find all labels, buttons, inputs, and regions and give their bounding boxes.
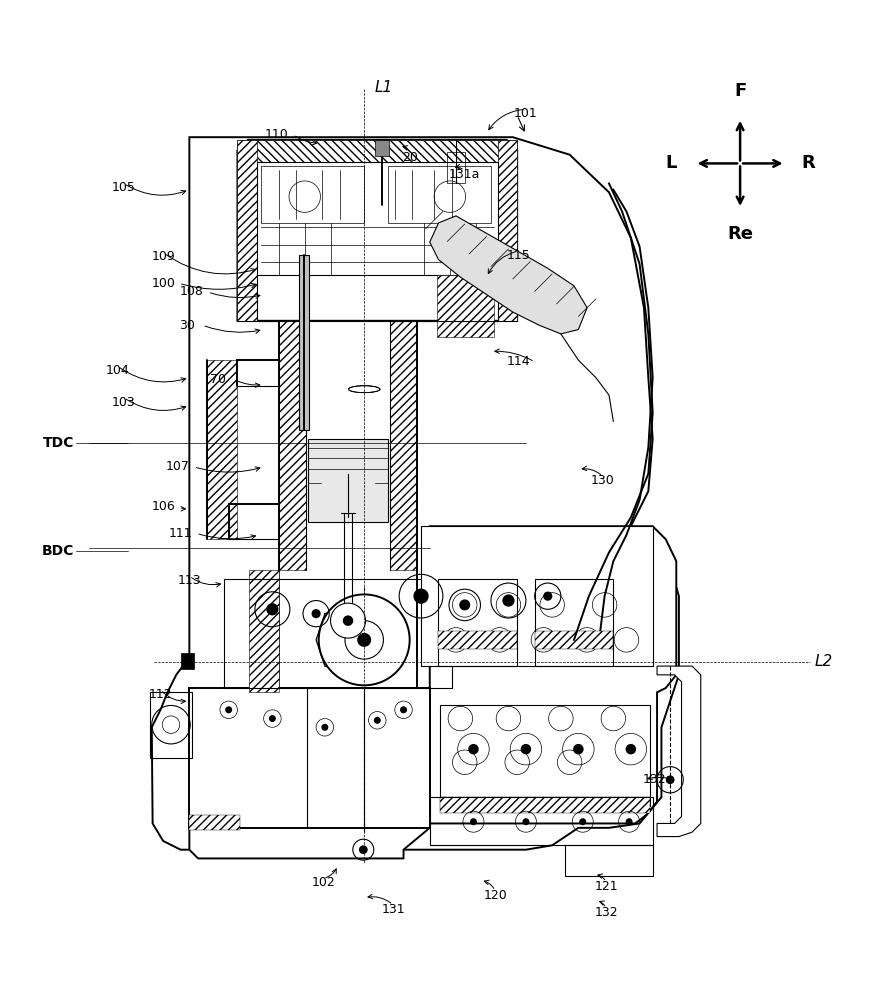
Text: 114: 114 bbox=[507, 355, 531, 368]
Text: Re: Re bbox=[727, 225, 753, 243]
Circle shape bbox=[468, 744, 479, 754]
Circle shape bbox=[357, 633, 371, 647]
Bar bbox=[225, 579, 452, 688]
Text: 111: 111 bbox=[168, 527, 192, 540]
Bar bbox=[238, 140, 517, 162]
Text: BDC: BDC bbox=[42, 544, 75, 558]
Text: 70: 70 bbox=[210, 373, 226, 386]
Bar bbox=[280, 321, 305, 570]
Bar bbox=[249, 570, 280, 692]
Circle shape bbox=[470, 818, 477, 825]
Text: R: R bbox=[802, 154, 815, 172]
Text: 109: 109 bbox=[151, 250, 175, 263]
Bar bbox=[374, 140, 389, 156]
Text: 115: 115 bbox=[507, 249, 531, 262]
Text: 100: 100 bbox=[151, 277, 175, 290]
Bar bbox=[261, 166, 364, 223]
Polygon shape bbox=[430, 216, 587, 334]
Circle shape bbox=[543, 592, 553, 601]
Text: 104: 104 bbox=[106, 364, 130, 377]
Circle shape bbox=[343, 615, 353, 626]
Bar bbox=[447, 152, 465, 183]
Bar bbox=[535, 579, 613, 666]
Bar bbox=[440, 797, 650, 813]
Bar bbox=[207, 360, 238, 539]
Polygon shape bbox=[152, 137, 679, 850]
Text: L2: L2 bbox=[815, 654, 832, 669]
Circle shape bbox=[523, 818, 530, 825]
Circle shape bbox=[400, 706, 407, 713]
Text: L1: L1 bbox=[374, 80, 393, 95]
Text: 113: 113 bbox=[177, 574, 201, 587]
Circle shape bbox=[413, 589, 429, 604]
Circle shape bbox=[318, 594, 410, 685]
Text: 110: 110 bbox=[265, 128, 289, 141]
Text: 108: 108 bbox=[180, 285, 204, 298]
Text: 103: 103 bbox=[112, 396, 136, 409]
Circle shape bbox=[574, 744, 583, 754]
Circle shape bbox=[331, 603, 366, 638]
Circle shape bbox=[503, 594, 515, 607]
Circle shape bbox=[267, 603, 279, 615]
Polygon shape bbox=[189, 828, 430, 858]
Circle shape bbox=[460, 599, 470, 610]
Text: 130: 130 bbox=[591, 474, 615, 487]
Polygon shape bbox=[238, 140, 517, 321]
Circle shape bbox=[521, 744, 531, 754]
Circle shape bbox=[625, 744, 636, 754]
Text: 106: 106 bbox=[151, 500, 175, 513]
Bar bbox=[390, 321, 417, 570]
Text: 20: 20 bbox=[403, 151, 418, 164]
Polygon shape bbox=[189, 688, 430, 828]
Text: 30: 30 bbox=[179, 319, 195, 332]
Text: 121: 121 bbox=[595, 880, 618, 893]
Text: TDC: TDC bbox=[42, 436, 74, 450]
Circle shape bbox=[579, 818, 586, 825]
Circle shape bbox=[225, 706, 232, 713]
Bar bbox=[566, 845, 652, 876]
Circle shape bbox=[311, 609, 321, 618]
Polygon shape bbox=[657, 666, 701, 837]
Text: 107: 107 bbox=[166, 460, 190, 473]
Circle shape bbox=[666, 775, 674, 784]
Bar bbox=[438, 631, 517, 649]
Bar bbox=[238, 140, 257, 321]
Polygon shape bbox=[316, 601, 373, 679]
Bar bbox=[430, 797, 652, 845]
Bar bbox=[257, 162, 498, 321]
Bar bbox=[388, 166, 491, 223]
Bar bbox=[299, 255, 309, 430]
Text: 132: 132 bbox=[595, 906, 618, 919]
Bar bbox=[438, 579, 517, 666]
Bar bbox=[181, 653, 194, 669]
Circle shape bbox=[321, 724, 328, 731]
Bar bbox=[440, 705, 650, 806]
Text: 132a: 132a bbox=[643, 773, 674, 786]
Bar bbox=[421, 526, 652, 666]
Bar bbox=[437, 275, 494, 337]
Bar bbox=[189, 815, 240, 830]
Bar bbox=[498, 140, 517, 321]
Circle shape bbox=[625, 818, 632, 825]
Bar bbox=[150, 692, 192, 758]
Text: 131: 131 bbox=[381, 903, 405, 916]
Text: F: F bbox=[734, 82, 746, 100]
Text: 105: 105 bbox=[112, 181, 136, 194]
Circle shape bbox=[374, 717, 381, 724]
Circle shape bbox=[269, 715, 276, 722]
Bar bbox=[535, 631, 613, 649]
Text: 101: 101 bbox=[514, 107, 538, 120]
Text: 131a: 131a bbox=[449, 168, 481, 181]
Circle shape bbox=[359, 845, 367, 854]
Polygon shape bbox=[430, 526, 676, 823]
Bar bbox=[308, 439, 388, 522]
Text: L: L bbox=[666, 154, 677, 172]
Text: 102: 102 bbox=[311, 876, 335, 889]
Circle shape bbox=[345, 621, 383, 659]
Text: 112: 112 bbox=[149, 688, 172, 701]
Text: 120: 120 bbox=[483, 889, 507, 902]
